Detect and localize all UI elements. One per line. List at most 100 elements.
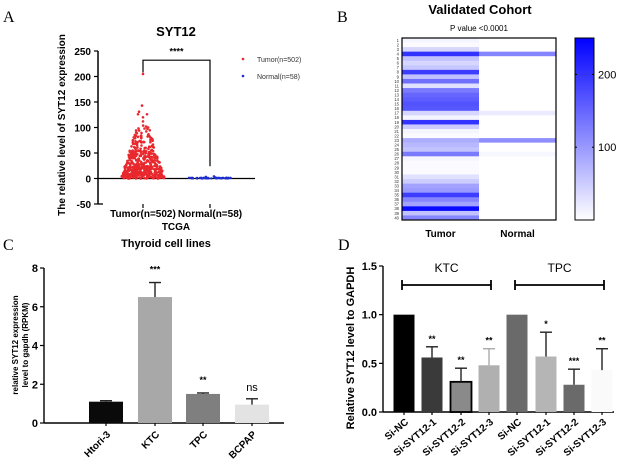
panel-c-ytick-label: 8 [32,263,38,275]
panel-d-bar [535,356,557,412]
tumor-point [143,161,146,165]
heatmap-cell [402,215,479,221]
heatmap-cell [479,65,556,71]
tumor-point [135,132,139,135]
heatmap-row-label: 36 [394,197,399,202]
panel-a-scatter: SYT12 The relative level of SYT12 expres… [57,24,301,233]
heatmap-row-label: 16 [394,106,399,111]
normal-point [207,177,210,180]
panel-a-xtick-label: Normal(n=58) [178,209,242,220]
panel-d-ylabel: Relative SYT12 level to GAPDH [345,267,357,430]
heatmap-row-label: 34 [394,188,399,193]
tumor-point [137,127,140,130]
tumor-point [137,157,140,160]
tumor-point [140,131,143,135]
heatmap-row-label: 21 [394,129,399,134]
panel-a-ylabel: The relative level of SYT12 expression [57,34,68,216]
panel-a-ytick-label: 200 [74,73,91,84]
normal-point [189,176,193,179]
tumor-point [134,159,138,162]
tumor-point [131,139,135,142]
panel-a-title: SYT12 [156,24,196,39]
legend-marker [241,57,245,61]
tumor-point [124,171,127,175]
tumor-point [148,129,152,132]
tumor-point [129,175,132,178]
tumor-outlier-point [141,116,145,119]
heatmap-cell [479,160,556,166]
heatmap-cell [479,188,556,193]
tumor-point [146,126,150,129]
colorbar [574,37,595,221]
tumor-point [143,167,147,170]
tumor-point [158,161,161,164]
tumor-point [149,140,152,144]
normal-point [199,176,203,180]
panel-a-ytick-label: 150 [74,98,91,109]
tumor-point [125,163,128,167]
panel-c-xtick-label: Htori-3 [83,429,114,460]
tumor-point [147,133,150,137]
tumor-point [142,163,146,167]
heatmap-cell [402,138,479,143]
tumor-point [127,172,130,176]
tumor-point [137,129,141,132]
heatmap-row-label: 5 [397,56,400,61]
tumor-point [126,177,130,180]
heatmap-column-label: Tumor [425,229,455,240]
tumor-point [130,154,133,157]
heatmap-cell [402,151,479,157]
heatmap-cell [479,101,556,107]
panel-c-ytick-label: 2 [32,379,38,391]
panel-d-significance-label: ** [428,334,436,344]
tumor-point [128,162,132,166]
tumor-point [140,175,143,179]
heatmap-row-label: 32 [394,179,399,184]
tumor-point [148,171,151,174]
normal-point [220,177,223,180]
heatmap-cell [402,51,479,57]
legend-marker [241,74,245,78]
tumor-point [144,155,148,159]
heatmap-cell [402,183,479,189]
heatmap-cell [479,197,556,203]
heatmap-row-label: 24 [394,143,399,148]
tumor-point [136,141,139,144]
heatmap-cell [479,83,556,89]
heatmap-row-label: 9 [397,74,400,79]
tumor-point [149,149,153,152]
panel-c-xtick-label: TPC [188,429,210,451]
panel-d-significance-label: ** [598,336,606,346]
tumor-point [137,149,140,153]
panel-d-significance-label: ** [457,355,465,365]
normal-point [229,176,232,180]
heatmap-cell [479,119,556,125]
panel-d-group-label: KTC [435,261,459,275]
tumor-point [151,143,155,146]
heatmap-row-label: 35 [394,193,399,198]
colorbar-tick-label: 100 [598,142,616,154]
tumor-point [146,159,149,162]
heatmap-cell [479,201,556,207]
tumor-point [134,129,138,132]
tumor-point [124,165,127,169]
normal-point [217,176,220,179]
heatmap-cell [402,119,479,125]
tumor-outlier-point [136,112,140,116]
heatmap-row-label: 22 [394,133,399,138]
heatmap-cell [402,74,479,80]
tumor-point [143,151,147,154]
tumor-point [155,159,159,162]
heatmap-cell [479,179,556,184]
heatmap-cell [402,38,479,43]
tumor-point [149,175,153,179]
panel-d-ytick-label: 1.5 [362,261,377,273]
tumor-point [133,136,137,140]
tumor-point [133,146,137,150]
panel-c-ylabel-line2: level to gapdh (RPKM) [21,302,30,387]
tumor-point [130,145,133,148]
panel-d-bar [563,384,585,412]
heatmap-row-label: 23 [394,138,399,143]
heatmap-cell [402,206,479,212]
panel-c-ytick-label: 6 [32,302,38,314]
